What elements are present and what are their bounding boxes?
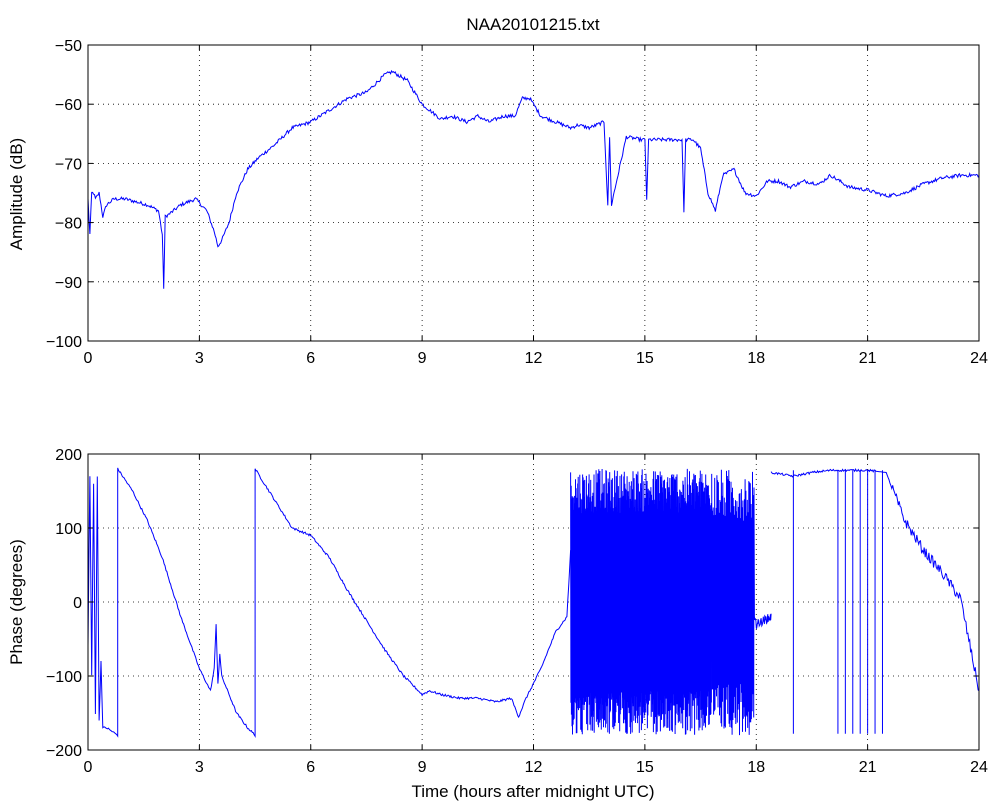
amplitude-y-tick-label: −50 — [55, 38, 82, 55]
phase-series-line — [770, 468, 980, 692]
amplitude-x-tick-label: 12 — [525, 350, 543, 367]
phase-x-tick-label: 12 — [525, 759, 543, 776]
phase-series-line — [87, 467, 572, 738]
phase-y-tick-label: 200 — [55, 447, 82, 464]
amplitude-y-tick-label: −70 — [55, 156, 82, 173]
amplitude-series — [87, 69, 980, 289]
phase-x-tick-label: 18 — [747, 759, 765, 776]
phase-series — [87, 467, 980, 738]
phase-y-tick-label: 0 — [73, 595, 82, 612]
amplitude-x-tick-label: 6 — [306, 350, 315, 367]
amplitude-y-label: Amplitude (dB) — [7, 138, 26, 250]
amplitude-panel: 0 3 6 9 12 15 18 21 24 −100 −90 −80 −70 −60 −50 Amplit… — [7, 38, 988, 367]
phase-panel: 0 3 6 9 12 15 18 21 24 −200 −100 0 100 200 Phase (deg… — [7, 447, 988, 801]
amplitude-grid — [88, 45, 979, 341]
amplitude-x-tick-label: 0 — [84, 350, 93, 367]
phase-x-tick-label: 9 — [418, 759, 427, 776]
phase-grid — [88, 454, 979, 750]
chart-title: NAA20101215.txt — [466, 15, 600, 34]
amplitude-axes-frame — [87, 44, 980, 342]
phase-series-line — [570, 468, 713, 735]
phase-series-line — [711, 469, 772, 736]
phase-y-label: Phase (degrees) — [7, 539, 26, 665]
phase-x-tick-label: 15 — [636, 759, 654, 776]
phase-x-tick-label: 3 — [195, 759, 204, 776]
amplitude-y-tick-label: −90 — [55, 275, 82, 292]
amplitude-y-tick-label: −60 — [55, 97, 82, 114]
amplitude-y-tick-label: −100 — [46, 334, 82, 351]
phase-x-label: Time (hours after midnight UTC) — [411, 782, 654, 801]
phase-y-tick-label: 100 — [55, 521, 82, 538]
phase-x-tick-label: 21 — [859, 759, 877, 776]
amplitude-series-line — [87, 69, 980, 289]
phase-y-tick-label: −200 — [46, 743, 82, 760]
amplitude-x-tick-label: 24 — [970, 350, 988, 367]
phase-x-tick-label: 6 — [306, 759, 315, 776]
amplitude-x-tick-label: 18 — [747, 350, 765, 367]
amplitude-x-tick-label: 3 — [195, 350, 204, 367]
amplitude-x-tick-label: 9 — [418, 350, 427, 367]
phase-x-tick-label: 0 — [84, 759, 93, 776]
amplitude-ticks: 0 3 6 9 12 15 18 21 24 −100 −90 −80 −70 −60 −50 — [46, 38, 988, 367]
phase-y-tick-label: −100 — [46, 669, 82, 686]
phase-x-tick-label: 24 — [970, 759, 988, 776]
amplitude-x-tick-label: 15 — [636, 350, 654, 367]
amplitude-x-tick-label: 21 — [859, 350, 877, 367]
amplitude-y-tick-label: −80 — [55, 216, 82, 233]
phase-ticks: 0 3 6 9 12 15 18 21 24 −200 −100 0 100 200 — [46, 447, 988, 776]
